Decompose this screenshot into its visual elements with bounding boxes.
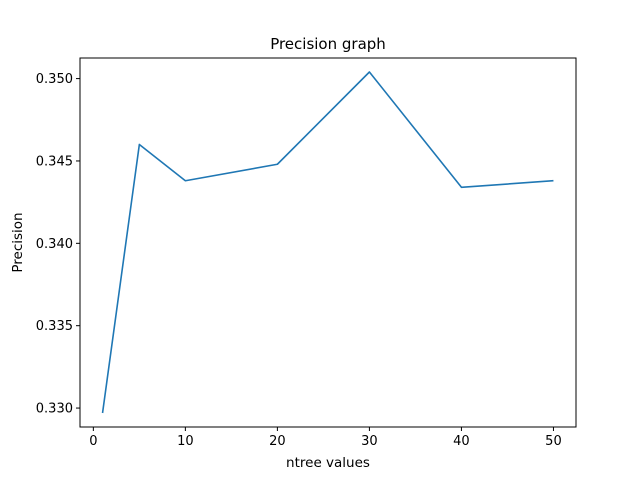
y-axis: 0.330 0.335 0.340 0.345 0.350 <box>36 72 80 417</box>
x-tick-label: 20 <box>269 434 286 449</box>
x-tick-label: 10 <box>177 434 194 449</box>
x-tick-label: 30 <box>361 434 378 449</box>
plot-frame <box>79 57 577 428</box>
x-axis: 0 10 20 30 40 50 <box>89 427 562 449</box>
chart-title: Precision graph <box>270 35 386 53</box>
y-tick-label: 0.350 <box>36 72 73 87</box>
y-tick-label: 0.330 <box>36 402 73 417</box>
y-tick-label: 0.345 <box>36 154 73 169</box>
plot-area <box>101 71 554 414</box>
y-axis-label: Precision <box>10 212 26 272</box>
y-tick-label: 0.335 <box>36 319 73 334</box>
x-tick-label: 40 <box>453 434 470 449</box>
x-tick-label: 0 <box>89 434 97 449</box>
series-line <box>101 71 554 414</box>
y-tick-label: 0.340 <box>36 237 73 252</box>
x-tick-label: 50 <box>545 434 562 449</box>
x-axis-label: ntree values <box>286 455 370 471</box>
